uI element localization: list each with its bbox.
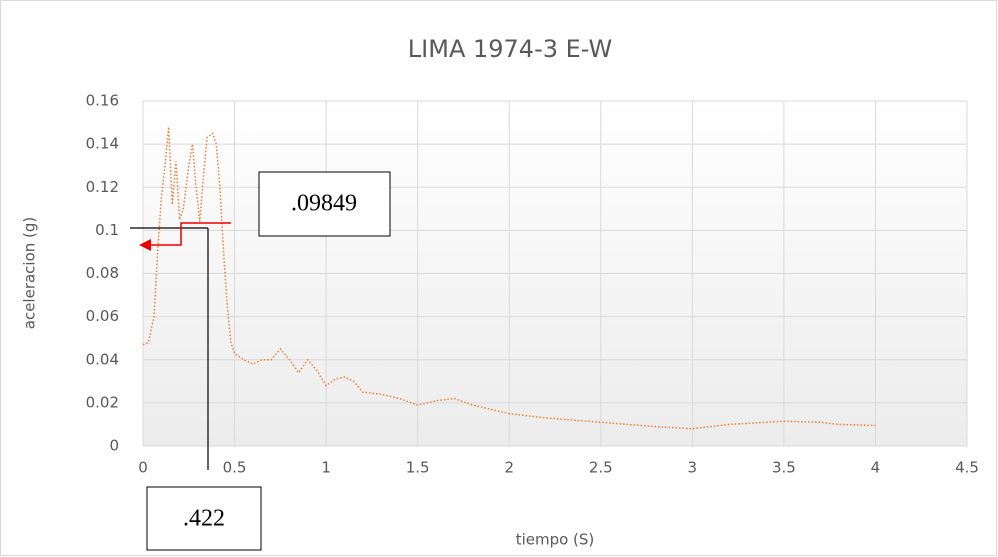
y-tick-label: 0.16 (86, 92, 119, 110)
x-tick-label: 4.5 (955, 459, 979, 477)
annotation-lines (130, 222, 231, 470)
y-tick-label: 0 (109, 437, 119, 455)
y-axis-label: aceleracion (g) (21, 217, 39, 330)
annotation-box (146, 486, 262, 551)
x-tick-label: 4 (871, 459, 881, 477)
x-tick-label: 1 (321, 459, 331, 477)
x-tick-label: 3.5 (772, 459, 796, 477)
x-tick-label: 0 (138, 459, 148, 477)
annotation: .09849 (291, 191, 357, 217)
annotation-box (258, 171, 391, 237)
y-tick-label: 0.02 (86, 393, 119, 411)
x-tick-label: 0.5 (223, 459, 247, 477)
x-tick-label: 3 (688, 459, 698, 477)
y-tick-label: 0.08 (86, 264, 119, 282)
y-tick-label: 0.04 (86, 350, 119, 368)
annotation: .422 (183, 506, 225, 532)
x-tick-label: 1.5 (406, 459, 430, 477)
chart-title: LIMA 1974-3 E-W (408, 35, 612, 63)
x-tick-label: 2 (504, 459, 514, 477)
y-tick-label: 0.14 (86, 135, 119, 153)
x-axis-label: tiempo (S) (516, 531, 595, 549)
x-tick-label: 2.5 (589, 459, 613, 477)
y-tick-label: 0.1 (95, 221, 119, 239)
data-line (142, 126, 876, 430)
y-tick-label: 0.06 (86, 307, 119, 325)
y-tick-label: 0.12 (86, 178, 119, 196)
